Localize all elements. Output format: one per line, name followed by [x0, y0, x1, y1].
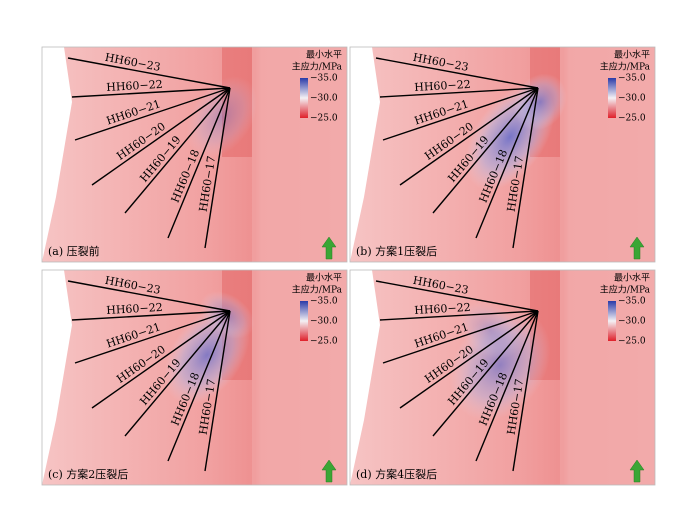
colorbar-tick-label: −30.0 — [310, 94, 338, 104]
well-trajectory — [512, 87, 539, 249]
panel-caption: (a) 压裂前 — [48, 244, 100, 258]
well-trajectory — [167, 87, 231, 239]
panel-caption: (b) 方案1压裂后 — [356, 244, 437, 258]
panel-border — [41, 269, 348, 486]
legend-title: 最小水平 — [614, 49, 650, 61]
panel-border — [349, 46, 656, 263]
legend-title: 主应力/MPa — [600, 61, 651, 73]
well-trajectory — [432, 310, 539, 437]
blank-area — [350, 270, 380, 485]
well-trajectory — [74, 310, 231, 364]
well-trajectory — [204, 87, 231, 249]
panel: HH60−23HH60−22HH60−21HH60−20HH60−19HH60−… — [41, 269, 348, 486]
right-zone — [560, 47, 655, 262]
colorbar-tick-label: −30.0 — [618, 317, 646, 327]
colorbar — [608, 301, 616, 341]
panel: HH60−23HH60−22HH60−21HH60−20HH60−19HH60−… — [349, 269, 656, 486]
well-label: HH60−22 — [414, 78, 471, 94]
well-trajectory — [379, 310, 539, 321]
blank-area — [350, 47, 380, 262]
well-trajectory — [399, 310, 539, 409]
well-trajectory — [512, 310, 539, 472]
legend-title: 最小水平 — [614, 272, 650, 284]
low-stress-zone — [457, 301, 523, 359]
well-trajectory — [124, 310, 231, 437]
colorbar-tick-label: −35.0 — [618, 297, 646, 307]
well-trajectory — [91, 87, 231, 186]
well-trajectory — [475, 87, 539, 239]
colorbar-tick-label: −35.0 — [310, 297, 338, 307]
right-zone — [252, 47, 347, 262]
well-trajectory — [399, 87, 539, 186]
colorbar-tick-label: −30.0 — [618, 94, 646, 104]
legend-title: 主应力/MPa — [292, 284, 343, 296]
panel-border — [349, 269, 656, 486]
well-trajectory — [124, 87, 231, 214]
north-arrow — [629, 459, 645, 483]
north-arrow — [321, 236, 337, 260]
right-zone — [560, 270, 655, 485]
panel-caption: (d) 方案4压裂后 — [356, 467, 437, 481]
colorbar-tick-label: −25.0 — [618, 337, 646, 347]
well-label: HH60−22 — [414, 301, 471, 317]
well-label: HH60−22 — [106, 78, 163, 94]
panel-border — [41, 46, 348, 263]
colorbar-tick-label: −35.0 — [618, 74, 646, 84]
well-trajectory — [432, 87, 539, 214]
blank-area — [42, 47, 72, 262]
well-trajectory — [382, 87, 539, 141]
well-label: HH60−22 — [106, 301, 163, 317]
north-arrow — [629, 236, 645, 260]
colorbar-tick-label: −25.0 — [310, 337, 338, 347]
panel-caption: (c) 方案2压裂后 — [48, 467, 128, 481]
well-trajectory — [91, 310, 231, 409]
colorbar-tick-label: −35.0 — [310, 74, 338, 84]
colorbar-tick-label: −30.0 — [310, 317, 338, 327]
colorbar — [608, 78, 616, 118]
blank-area — [42, 270, 72, 485]
well-trajectory — [375, 280, 539, 312]
well-trajectory — [167, 310, 231, 462]
north-arrow — [321, 459, 337, 483]
well-trajectory — [382, 310, 539, 364]
well-trajectory — [379, 87, 539, 98]
colorbar-tick-label: −25.0 — [618, 114, 646, 124]
colorbar — [300, 78, 308, 118]
legend-title: 主应力/MPa — [600, 284, 651, 296]
well-trajectory — [375, 57, 539, 89]
right-zone — [252, 270, 347, 485]
well-trajectory — [204, 310, 231, 472]
colorbar-tick-label: −25.0 — [310, 114, 338, 124]
colorbar — [300, 301, 308, 341]
legend-title: 主应力/MPa — [292, 61, 343, 73]
well-trajectory — [71, 310, 231, 321]
legend-title: 最小水平 — [306, 49, 342, 61]
well-trajectory — [67, 57, 231, 89]
well-trajectory — [475, 310, 539, 462]
well-trajectory — [74, 87, 231, 141]
panel: HH60−23HH60−22HH60−21HH60−20HH60−19HH60−… — [349, 46, 656, 263]
well-trajectory — [67, 280, 231, 312]
panel: HH60−23HH60−22HH60−21HH60−20HH60−19HH60−… — [41, 46, 348, 263]
legend-title: 最小水平 — [306, 272, 342, 284]
well-trajectory — [71, 87, 231, 98]
